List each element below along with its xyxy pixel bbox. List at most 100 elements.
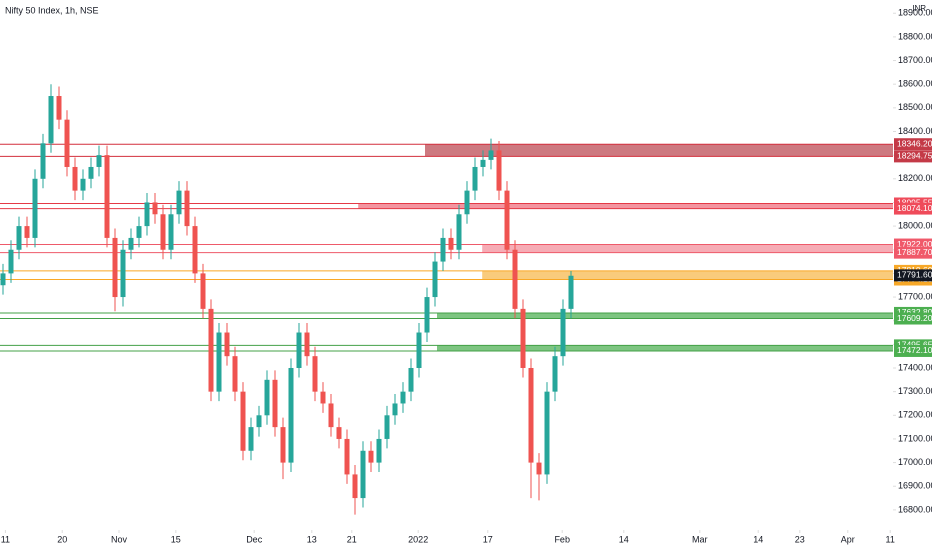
price-tag-label: 17609.20	[897, 313, 932, 323]
candle-body	[24, 226, 30, 238]
candle-body	[528, 367, 534, 463]
price-tag	[894, 202, 932, 215]
y-tick-label: 18400.00	[898, 126, 932, 136]
x-tick-label: Feb	[554, 534, 570, 544]
candle-body	[232, 356, 238, 392]
y-tick-label: 17100.00	[898, 433, 932, 443]
price-tag	[894, 150, 932, 163]
x-tick-label: Nov	[111, 534, 128, 544]
candle-body	[104, 155, 110, 238]
candle-body	[432, 261, 438, 298]
y-tick-label: 17000.00	[898, 457, 932, 467]
zone	[437, 312, 893, 319]
candle-body	[408, 367, 414, 392]
price-tag-label: 18074.10	[897, 203, 932, 213]
y-tick-label: 18000.00	[898, 220, 932, 230]
candle-body	[72, 166, 78, 191]
y-tick-label: 17300.00	[898, 386, 932, 396]
price-tag-label: 17922.00	[897, 239, 932, 249]
y-tick-label: 18700.00	[898, 55, 932, 65]
candle-body	[168, 214, 174, 250]
candle-body	[472, 166, 478, 191]
candle-body	[120, 249, 126, 298]
currency: INR	[912, 4, 926, 13]
candle-body	[520, 308, 526, 368]
candle-body	[216, 332, 222, 392]
x-tick-label: Dec	[246, 534, 263, 544]
candle-body	[448, 237, 454, 250]
candle-body	[328, 403, 334, 428]
x-tick-label: 23	[795, 534, 805, 544]
candle-body	[536, 462, 542, 475]
candle-body	[32, 178, 38, 238]
zone	[358, 203, 893, 209]
price-tag	[894, 312, 932, 325]
candle-body	[512, 249, 518, 309]
candle-body	[568, 275, 574, 309]
candle-body	[56, 96, 62, 120]
zone	[425, 144, 893, 157]
candle-body	[112, 237, 118, 298]
y-tick-label: 18500.00	[898, 102, 932, 112]
candle-body	[96, 155, 102, 167]
x-tick-label: 11	[1, 534, 10, 544]
last-price-label: 17791.60	[897, 270, 932, 280]
last-price-tag	[894, 269, 932, 282]
x-tick-label: 11	[886, 534, 895, 544]
candle-body	[336, 427, 342, 439]
x-tick-label: 21	[347, 534, 357, 544]
candle-body	[440, 237, 446, 262]
x-tick-label: 20	[57, 534, 67, 544]
price-tag	[894, 246, 932, 259]
candle-body	[488, 150, 494, 160]
y-tick-label: 18200.00	[898, 173, 932, 183]
candle-body	[360, 450, 366, 499]
candle-body	[368, 450, 374, 463]
price-tag-label: 17495.65	[897, 340, 932, 350]
candle-body	[544, 391, 550, 475]
price-tag	[894, 344, 932, 357]
candle-body	[280, 427, 286, 463]
candle-body	[552, 356, 558, 392]
candle-body	[184, 190, 190, 227]
candle-body	[240, 391, 246, 451]
candle-body	[80, 178, 86, 191]
price-tag-label: 17887.70	[897, 247, 932, 257]
candle-body	[264, 379, 270, 416]
price-tag-label: 17472.10	[897, 345, 932, 355]
candle-body	[128, 237, 134, 250]
candle-body	[480, 159, 486, 167]
candle-body	[144, 202, 150, 227]
candle-body	[200, 273, 206, 309]
candle-body	[400, 391, 406, 404]
y-tick-label: 18600.00	[898, 79, 932, 89]
candle-body	[392, 403, 398, 416]
candle-body	[88, 166, 94, 179]
candle-body	[464, 190, 470, 215]
x-tick-label: 14	[753, 534, 763, 544]
x-tick-label: Apr	[841, 534, 855, 544]
zone	[482, 270, 893, 280]
candle-body	[320, 391, 326, 404]
x-tick-label: 15	[171, 534, 181, 544]
candle-body	[424, 297, 430, 333]
y-tick-label: 16800.00	[898, 504, 932, 514]
price-tag	[894, 138, 932, 151]
x-tick-label: 17	[483, 534, 493, 544]
y-tick-label: 17400.00	[898, 362, 932, 372]
price-tag-label: 17632.80	[897, 307, 932, 317]
x-tick-label: Mar	[692, 534, 708, 544]
candle-body	[152, 202, 158, 215]
candle-body	[224, 332, 230, 357]
candle-body	[16, 226, 22, 250]
candle-body	[352, 474, 358, 499]
y-tick-label: 16900.00	[898, 481, 932, 491]
zone	[482, 244, 893, 253]
candle-body	[416, 332, 422, 368]
price-tag-label: 18294.75	[897, 151, 932, 161]
candle-body	[504, 190, 510, 250]
candle-body	[304, 332, 310, 357]
price-tag-label: 18346.20	[897, 138, 932, 148]
candle-body	[456, 214, 462, 250]
